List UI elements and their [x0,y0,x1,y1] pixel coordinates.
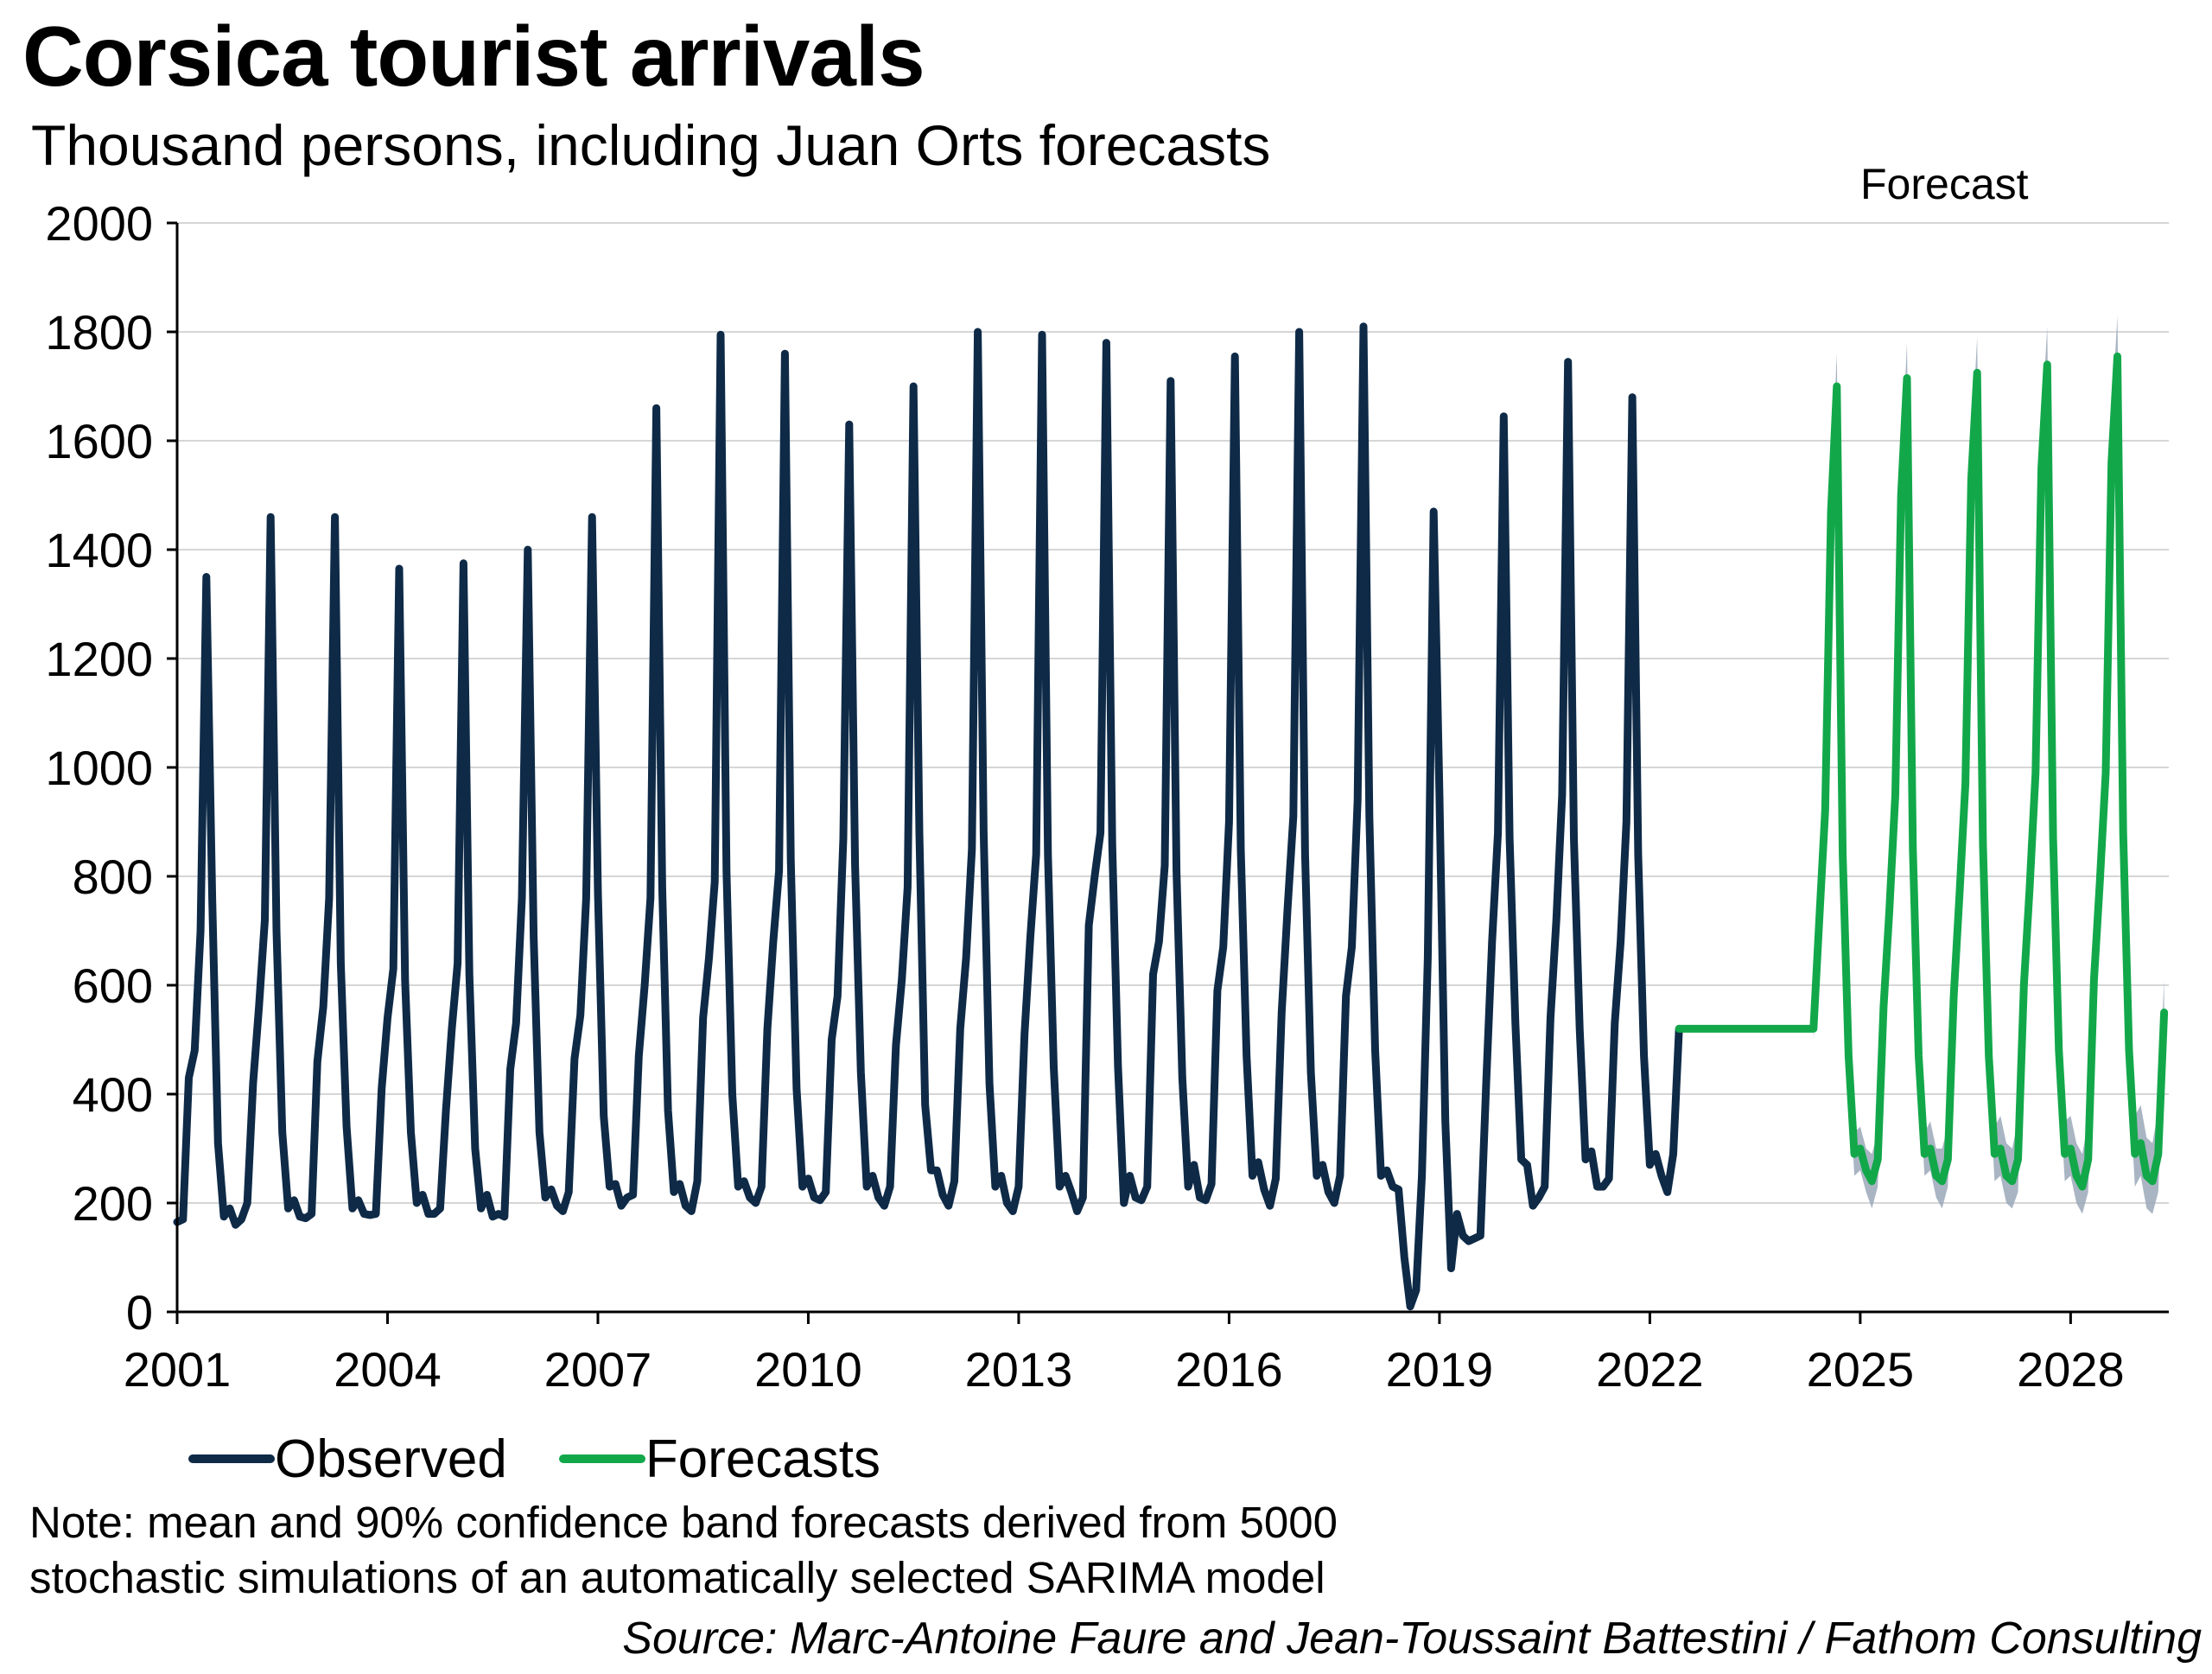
legend-label-forecasts: Forecasts [645,1429,881,1489]
x-tick-label: 2028 [2017,1342,2125,1397]
y-tick-label: 2000 [45,196,153,251]
x-tick-label: 2019 [1386,1342,1494,1397]
y-tick-label: 600 [73,958,153,1013]
line-chart: 0 200 400 600 800 1000 1200 1400 1600 1800 2000 20… [45,160,2169,1397]
x-tick-label: 2025 [1807,1342,1915,1397]
x-tick-label: 2001 [124,1342,232,1397]
x-tick-label: 2010 [754,1342,862,1397]
x-tick-label: 2022 [1596,1342,1704,1397]
x-axis-tick-labels: 2001 2004 2007 2010 2013 2016 2019 2022 2025 2028 [124,1312,2125,1397]
y-tick-label: 1400 [45,523,153,577]
series-lines [173,322,2169,1311]
y-tick-label: 1800 [45,305,153,360]
x-tick-label: 2007 [544,1342,652,1397]
note-line-2: stochastic simulations of an automatical… [29,1553,1325,1602]
chart-note: Note: mean and 90% confidence band forec… [29,1495,1671,1606]
y-tick-label: 0 [126,1285,153,1340]
forecast-annotation: Forecast [1860,160,2029,208]
note-line-1: Note: mean and 90% confidence band forec… [29,1498,1338,1547]
chart-title: Corsica tourist arrivals [22,9,925,104]
chart-subtitle: Thousand persons, including Juan Orts fo… [31,113,1271,177]
x-tick-label: 2016 [1175,1342,1283,1397]
y-tick-label: 1200 [45,632,153,686]
legend-item-observed: Observed [188,1429,507,1490]
chart-source: Source: Marc-Antoine Faure and Jean-Tous… [622,1614,2202,1664]
legend-item-forecasts: Forecasts [558,1429,881,1490]
y-tick-label: 400 [73,1067,153,1122]
legend-label-observed: Observed [275,1429,507,1489]
y-tick-label: 800 [73,850,153,904]
y-tick-label: 200 [73,1176,153,1231]
x-tick-label: 2013 [965,1342,1073,1397]
legend-swatch-observed [188,1454,275,1463]
series-line-forecasts [1675,352,2169,1191]
legend-swatch-forecasts [558,1454,645,1463]
y-tick-label: 1600 [45,414,153,468]
x-tick-label: 2004 [334,1342,442,1397]
legend: Observed Forecasts [188,1424,932,1493]
y-tick-label: 1000 [45,741,153,795]
series-line-observed [173,322,1683,1311]
y-axis-tick-labels: 0 200 400 600 800 1000 1200 1400 1600 1800 2000 [45,196,177,1340]
